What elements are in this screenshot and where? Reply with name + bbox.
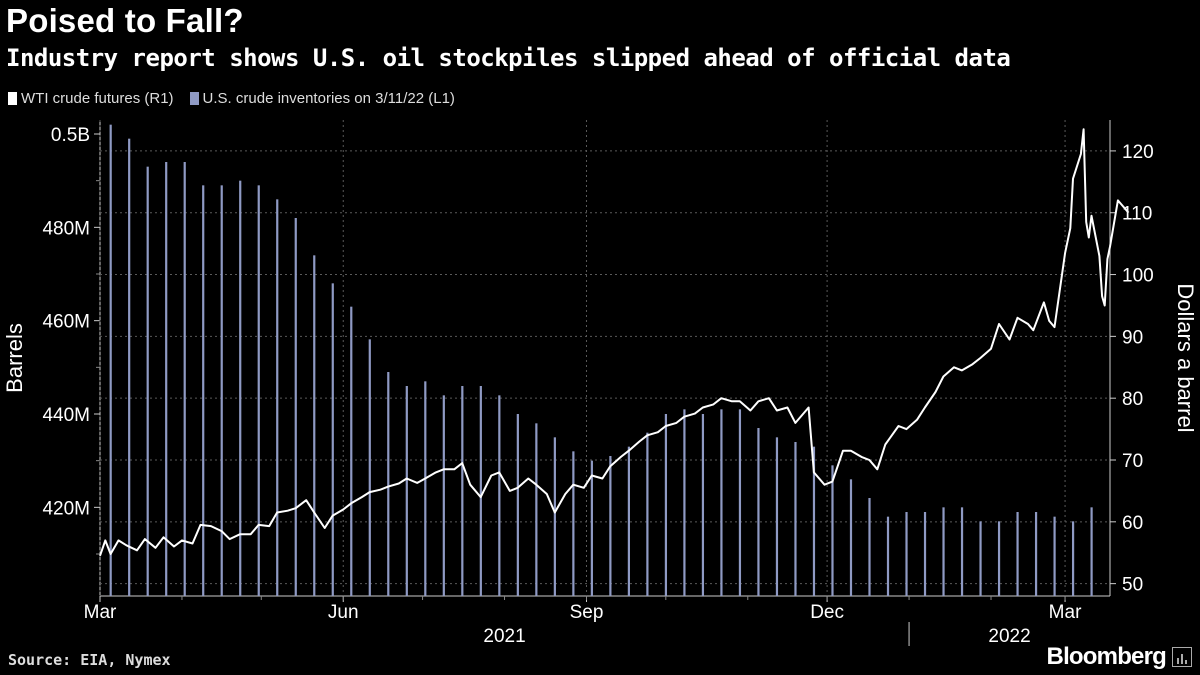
chart-title: Poised to Fall? [6, 2, 244, 39]
left-tick-label: 0.5B [51, 125, 90, 146]
x-tick-label: Mar [84, 602, 117, 623]
inventory-bar [1071, 521, 1075, 596]
left-tick-label: 480M [42, 218, 90, 239]
inventory-bar [202, 185, 205, 597]
inventory-bar [923, 512, 927, 596]
legend: WTI crude futures (R1) U.S. crude invent… [8, 90, 455, 107]
inventory-bar [553, 437, 556, 596]
inventory-bar [942, 507, 945, 596]
inventory-bar [701, 414, 705, 596]
right-tick-label: 70 [1122, 451, 1143, 472]
inventory-bar [350, 306, 353, 596]
inventory-bar [905, 512, 908, 596]
right-tick-label: 60 [1122, 513, 1143, 534]
inventory-bar [590, 460, 593, 596]
source-note: Source: EIA, Nymex [8, 651, 171, 669]
legend-item-wti: WTI crude futures (R1) [8, 90, 174, 107]
inventory-bar [276, 199, 279, 597]
inventory-bar [220, 185, 223, 597]
left-tick-label: 420M [42, 498, 90, 519]
inventory-bar [1090, 507, 1093, 596]
inventory-bar [1016, 512, 1019, 596]
inventory-bar [442, 395, 445, 596]
inventory-bar [720, 409, 723, 596]
inventory-bar [960, 507, 964, 596]
x-tick-label: Mar [1049, 602, 1082, 623]
brand-logo: Bloomberg [1046, 643, 1167, 670]
right-tick-label: 110 [1122, 204, 1152, 225]
year-label: 2021 [483, 626, 525, 647]
inventory-bar [183, 162, 186, 596]
year-label: 2022 [988, 626, 1030, 647]
legend-label-wti: WTI crude futures (R1) [21, 90, 174, 107]
inventory-bar [313, 255, 316, 597]
inventory-bar [479, 386, 482, 596]
inventory-bar [461, 386, 464, 596]
inventory-bar [368, 339, 371, 596]
legend-swatch-wti [8, 92, 17, 105]
inventory-bar [775, 437, 779, 596]
inventory-bar [868, 498, 871, 596]
right-tick-label: 90 [1122, 327, 1143, 348]
x-tick-label: Jun [328, 602, 359, 623]
inventory-bar [572, 451, 575, 596]
chart-subtitle: Industry report shows U.S. oil stockpile… [6, 44, 1011, 72]
inventory-bar [664, 414, 668, 596]
left-axis-title: Barrels [2, 323, 27, 393]
x-tick-label: Dec [810, 602, 844, 623]
inventory-bar [257, 185, 260, 597]
inventory-bar [165, 162, 168, 596]
inventory-bar [294, 218, 297, 596]
inventory-bar [1053, 516, 1056, 596]
inventory-bar [1034, 512, 1038, 596]
inventory-bar [128, 138, 131, 596]
x-tick-label: Sep [570, 602, 604, 623]
inventory-bar [405, 386, 408, 596]
inventory-bar [831, 465, 834, 596]
inventory-bar [886, 516, 890, 596]
inventory-bar [424, 381, 427, 596]
inventory-bar [757, 428, 760, 596]
inventory-bar [997, 521, 1001, 596]
inventory-bar [535, 423, 538, 596]
right-tick-label: 80 [1122, 389, 1143, 410]
wti-line [99, 128, 1130, 557]
legend-item-inventories: U.S. crude inventories on 3/11/22 (L1) [189, 90, 455, 107]
inventory-bar [738, 409, 742, 596]
bar-chart-icon [1172, 647, 1192, 667]
inventory-bar [516, 414, 519, 596]
left-tick-label: 460M [42, 312, 90, 333]
inventory-bar [683, 409, 686, 596]
inventory-bar [812, 446, 816, 596]
legend-swatch-inventories [189, 92, 199, 105]
inventory-bar [387, 372, 390, 596]
inventory-bar [979, 521, 982, 596]
inventory-bar [646, 432, 649, 596]
inventory-bar [146, 166, 149, 596]
inventory-bar [609, 456, 612, 596]
right-tick-label: 50 [1122, 575, 1143, 596]
right-tick-label: 100 [1122, 266, 1154, 287]
inventory-bar [109, 124, 112, 597]
left-tick-label: 440M [42, 405, 90, 426]
right-tick-label: 120 [1122, 142, 1154, 163]
right-axis-title: Dollars a barrel [1173, 283, 1198, 432]
inventory-bar [498, 395, 501, 596]
legend-label-inventories: U.S. crude inventories on 3/11/22 (L1) [202, 90, 455, 107]
inventory-bar [627, 446, 630, 596]
inventory-bar [331, 283, 334, 596]
inventory-bar [849, 479, 853, 596]
inventory-bar [794, 442, 797, 596]
inventory-bar [239, 180, 242, 596]
